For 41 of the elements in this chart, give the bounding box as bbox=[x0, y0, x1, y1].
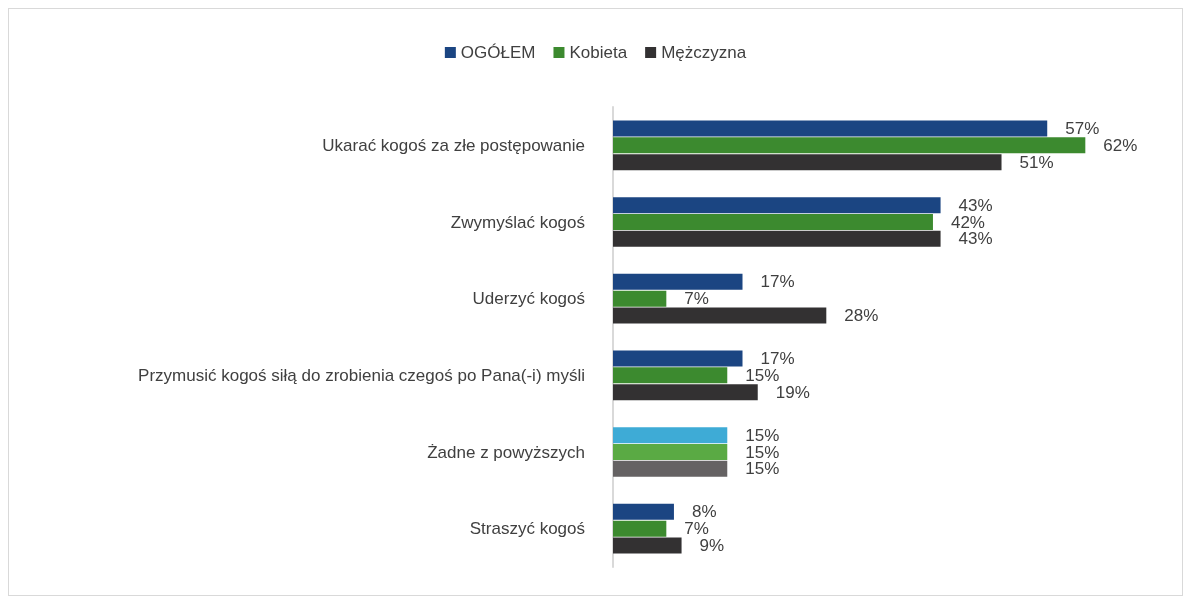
y-tick-label: Uderzyć kogoś bbox=[472, 289, 585, 309]
data-label: 15% bbox=[745, 459, 780, 479]
data-label: 7% bbox=[684, 289, 709, 309]
bar bbox=[613, 137, 1086, 154]
bar bbox=[613, 154, 1002, 171]
bar bbox=[613, 307, 827, 324]
bar bbox=[613, 537, 682, 554]
bar bbox=[613, 350, 743, 367]
bar bbox=[613, 290, 667, 307]
bar bbox=[613, 197, 941, 214]
bar bbox=[613, 367, 728, 384]
legend-label: Kobieta bbox=[569, 43, 628, 62]
bar bbox=[613, 273, 743, 290]
bar bbox=[613, 503, 674, 520]
bar bbox=[613, 120, 1048, 137]
bar bbox=[613, 214, 933, 230]
data-label: 42% bbox=[950, 212, 985, 232]
bar bbox=[613, 230, 941, 247]
legend-label: OGÓŁEM bbox=[460, 43, 536, 62]
bar bbox=[613, 520, 667, 537]
y-tick-label: Przymusić kogoś siłą do zrobienia czegoś po Pana(-i) myśli bbox=[138, 365, 585, 385]
data-label: 15% bbox=[745, 425, 780, 445]
data-label: 8% bbox=[691, 502, 717, 522]
data-label: 19% bbox=[775, 382, 810, 402]
bar bbox=[613, 427, 728, 444]
data-label: 17% bbox=[760, 272, 795, 292]
data-label: 43% bbox=[958, 229, 993, 249]
bar bbox=[613, 444, 728, 460]
data-label: 43% bbox=[958, 195, 993, 215]
bar bbox=[613, 460, 728, 477]
y-tick-label: Straszyć kogoś bbox=[469, 519, 585, 539]
data-label: 57% bbox=[1065, 119, 1100, 139]
legend-label: Mężczyzna bbox=[661, 43, 747, 62]
data-label: 62% bbox=[1103, 135, 1138, 155]
data-label: 51% bbox=[1019, 152, 1054, 172]
y-tick-label: Ukarać kogoś za złe postępowanie bbox=[322, 135, 585, 155]
bar bbox=[613, 384, 758, 401]
data-label: 28% bbox=[844, 305, 879, 325]
y-tick-label: Zwymyślać kogoś bbox=[450, 212, 585, 232]
y-tick-label: Żadne z powyższych bbox=[427, 442, 585, 462]
data-label: 15% bbox=[745, 442, 780, 462]
